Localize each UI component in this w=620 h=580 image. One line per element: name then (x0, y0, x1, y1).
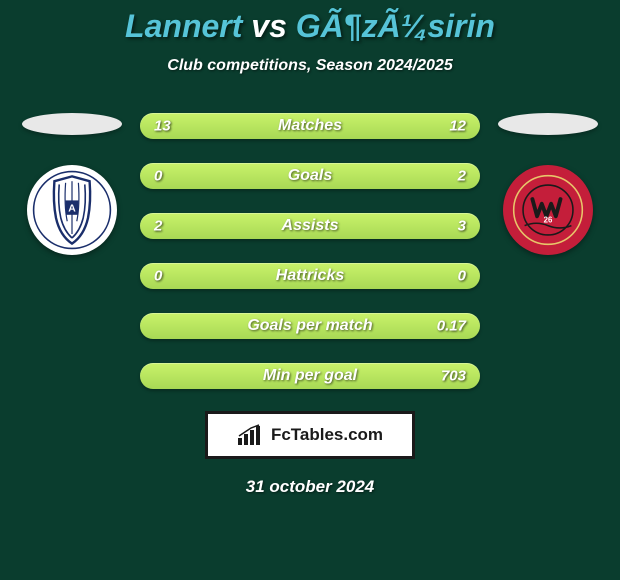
brand-text: FcTables.com (271, 425, 383, 445)
brand-badge[interactable]: FcTables.com (205, 411, 415, 459)
stat-right-value: 2 (458, 168, 466, 185)
stat-row-min-per-goal: Min per goal 703 (140, 363, 480, 389)
content-area: A 13 Matches 12 0 Goals 2 2 Assists 3 0 (0, 113, 620, 389)
svg-text:26: 26 (544, 215, 553, 224)
stats-list: 13 Matches 12 0 Goals 2 2 Assists 3 0 Ha… (140, 113, 480, 389)
left-side: A (22, 113, 122, 255)
stat-right-value: 3 (458, 218, 466, 235)
stat-left-value: 2 (154, 218, 162, 235)
arminia-bielefeld-logo-icon: A (32, 170, 112, 250)
vs-text: vs (251, 8, 287, 44)
date-text: 31 october 2024 (246, 477, 375, 497)
stat-row-assists: 2 Assists 3 (140, 213, 480, 239)
stat-right-value: 0.17 (437, 318, 466, 335)
stat-label: Hattricks (276, 267, 344, 285)
club2-logo: 26 (503, 165, 593, 255)
stat-row-hattricks: 0 Hattricks 0 (140, 263, 480, 289)
subtitle: Club competitions, Season 2024/2025 (167, 57, 452, 75)
svg-text:A: A (68, 204, 76, 215)
stat-label: Matches (278, 117, 342, 135)
stat-row-goals: 0 Goals 2 (140, 163, 480, 189)
stat-left-value: 0 (154, 268, 162, 285)
chart-icon (237, 424, 265, 446)
stat-label: Goals per match (247, 317, 372, 335)
player1-name: Lannert (125, 8, 242, 44)
player2-placeholder-icon (498, 113, 598, 135)
right-side: 26 (498, 113, 598, 255)
player1-placeholder-icon (22, 113, 122, 135)
club1-logo: A (27, 165, 117, 255)
stat-left-value: 13 (154, 118, 171, 135)
stat-label: Min per goal (263, 367, 357, 385)
comparison-card: Lannert vs GÃ¶zÃ¼sirin Club competitions… (0, 0, 620, 497)
stat-label: Assists (282, 217, 339, 235)
stat-right-value: 12 (449, 118, 466, 135)
stat-label: Goals (288, 167, 332, 185)
stat-left-value: 0 (154, 168, 162, 185)
stat-row-matches: 13 Matches 12 (140, 113, 480, 139)
stat-right-value: 0 (458, 268, 466, 285)
player2-name: GÃ¶zÃ¼sirin (296, 8, 495, 44)
stat-right-value: 703 (441, 368, 466, 385)
stat-row-goals-per-match: Goals per match 0.17 (140, 313, 480, 339)
wehen-wiesbaden-logo-icon: 26 (509, 171, 587, 249)
page-title: Lannert vs GÃ¶zÃ¼sirin (125, 8, 495, 45)
